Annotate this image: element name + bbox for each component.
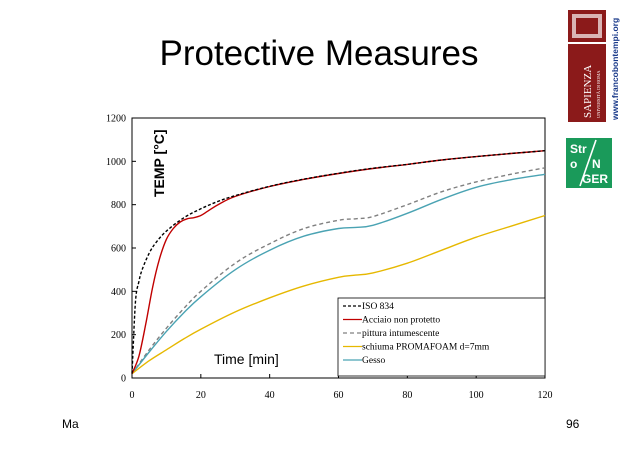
series-line-0 [131,150,546,374]
chart-legend: ISO 834 Acciaio non protetto pittura intum… [337,297,546,377]
y-tick-label: 1000 [106,157,126,168]
legend-entry-label: pittura intumescente [362,329,439,339]
badge-line3: GER [582,172,608,186]
series-line-2 [131,167,546,375]
crest-logo [568,10,606,42]
x-axis-label: Time [min] [214,351,279,367]
badge-line2a: o [570,157,577,171]
x-tick-label: 120 [538,390,553,401]
badge-line1: Str [570,142,587,156]
footer-author: Ma [62,417,79,431]
x-tick-label: 40 [265,390,275,401]
y-tick-label: 200 [111,330,126,341]
y-tick-label: 0 [121,374,126,385]
x-tick-label: 100 [469,390,484,401]
chart-series [131,150,546,375]
y-tick-label: 1200 [106,114,126,125]
slide-title: Protective Measures [159,34,479,73]
y-tick-label: 400 [111,287,126,298]
legend-entry-label: Gesso [362,356,385,366]
sapienza-text: SAPIENZA [582,65,594,118]
x-tick-label: 80 [402,390,412,401]
series-line-3 [131,214,546,375]
page-number: 96 [566,417,580,431]
series-line-4 [131,173,546,375]
x-tick-label: 0 [130,390,135,401]
legend-box [337,297,546,377]
sapienza-logo: SAPIENZA UNIVERSITÀ DI ROMA [568,44,606,122]
sapienza-sub-text: UNIVERSITÀ DI ROMA [596,70,601,118]
chart-axes: 0 200 400 600 800 1000 1200 0 20 40 60 80 100 120 [106,114,553,402]
y-axis-label: TEMP [°C] [151,129,167,197]
badge-line2b: N [592,157,601,171]
stronger-badge: Str o N GER [566,138,612,188]
legend-entry-label: schiuma PROMAFOAM d=7mm [362,343,490,353]
y-tick-label: 600 [111,244,126,255]
series-line-1 [131,150,546,374]
legend-entry-label: ISO 834 [362,302,394,312]
website-url-text: www.francobontempi.org [610,18,620,121]
x-tick-label: 60 [334,390,344,401]
x-tick-label: 20 [196,390,206,401]
y-tick-label: 800 [111,200,126,211]
website-url[interactable]: www.francobontempi.org [609,10,621,122]
legend-entry-label: Acciaio non protetto [362,316,440,326]
